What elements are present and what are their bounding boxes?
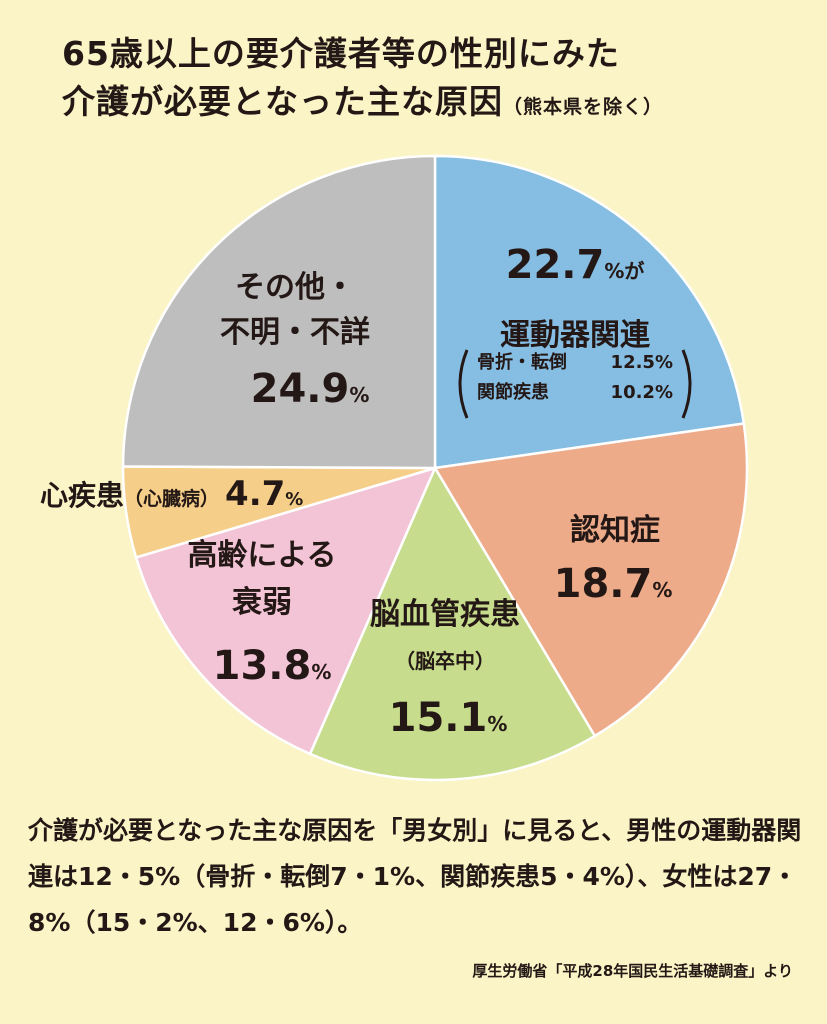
pie-label-stroke-line-1: 脳血管疾患 xyxy=(370,597,520,632)
left-paren-mark xyxy=(458,349,469,419)
pie-slice-motor xyxy=(433,154,746,470)
breakdown-name-1: 骨折・転倒 xyxy=(477,351,567,373)
pie-label-value-dementia: 18.7% xyxy=(554,561,673,607)
breakdown-value-2: 10.2% xyxy=(611,382,673,403)
right-paren-mark xyxy=(681,349,692,419)
pie-label-dementia-line-1: 認知症 xyxy=(570,513,660,548)
pie-slice-other xyxy=(121,154,437,470)
pie-label-heart: 心疾患（心臓病） 4.7% xyxy=(40,474,303,514)
pie-label-frailty-line-2: 衰弱 xyxy=(232,585,292,620)
pie-label-stroke-line-2: （脳卒中） xyxy=(395,649,495,673)
pie-label-value-frailty: 13.8% xyxy=(213,643,332,689)
pie-label-value-stroke: 15.1% xyxy=(389,695,508,741)
pie-label-value-other: 24.9% xyxy=(251,366,370,412)
pie-label-frailty-line-1: 高齢による xyxy=(187,538,336,573)
title-line-2: 介護が必要となった主な原因（熊本県を除く） xyxy=(62,78,663,131)
description-text: 介護が必要となった主な原因を「男女別」に見ると、男性の運動器関連は12・5%（骨… xyxy=(28,816,802,937)
title-line-1: 65歳以上の要介護者等の性別にみた xyxy=(62,34,620,73)
title-line-2-main: 介護が必要となった主な原因 xyxy=(62,82,504,121)
pie-label-other-line-2: 不明・不詳 xyxy=(220,315,370,350)
pie-label-value-motor: 22.7%が xyxy=(506,242,645,288)
pie-slice-stroke xyxy=(308,465,597,782)
pie-slice-dementia xyxy=(432,422,749,738)
pie-label-other-line-1: その他・ xyxy=(235,270,355,305)
chart-title: 65歳以上の要介護者等の性別にみた 介護が必要となった主な原因（熊本県を除く） xyxy=(62,30,663,131)
source-note: 厚生労働省「平成28年国民生活基礎調査」より xyxy=(472,962,793,980)
breakdown-value-1: 12.5% xyxy=(611,352,673,373)
breakdown-group: 骨折・転倒 12.5% 関節疾患 10.2% xyxy=(458,349,692,419)
pie-slice-frailty xyxy=(134,466,438,756)
title-note: （熊本県を除く） xyxy=(503,96,664,118)
pie-label-motor-line-1: 運動器関連 xyxy=(500,318,651,353)
breakdown-name-2: 関節疾患 xyxy=(477,381,549,403)
